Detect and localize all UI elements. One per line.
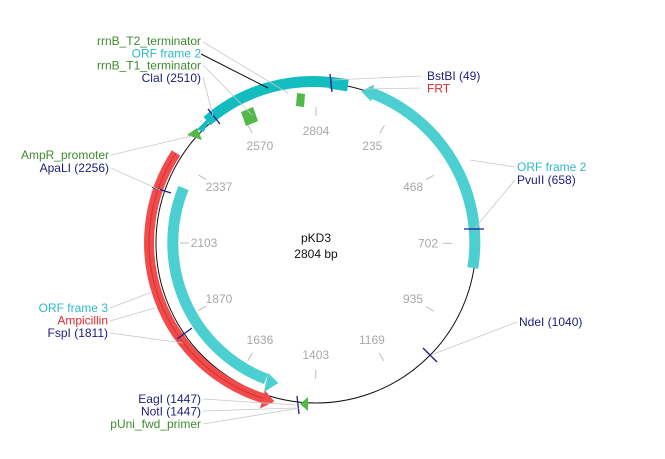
label-eagi-1447[interactable]: EagI (1447) <box>138 392 201 406</box>
label-rrnb-t1-terminator[interactable]: rrnB_T1_terminator <box>97 59 201 73</box>
label-ndei-1040[interactable]: NdeI (1040) <box>519 315 582 329</box>
ampr-promoter-arrow[interactable] <box>187 128 202 140</box>
tick-label: 1870 <box>206 292 233 306</box>
orf-frame3-arrowhead <box>264 373 279 392</box>
plasmid-length: 2804 bp <box>294 247 338 261</box>
label-orf-frame-2[interactable]: ORF frame 2 <box>132 46 202 60</box>
tick-label: 1169 <box>359 333 385 347</box>
eagi-noti-mark[interactable] <box>296 395 300 415</box>
leader-lines <box>109 41 518 425</box>
ampicillin-arrowhead <box>260 390 275 409</box>
bstbi-mark[interactable] <box>329 73 333 93</box>
orf-frame3-arc[interactable] <box>167 185 268 385</box>
tick-label: 2337 <box>206 180 233 194</box>
tick-label: 1403 <box>302 348 329 362</box>
tick-label: 235 <box>362 139 382 153</box>
label-pvuii-658[interactable]: PvuII (658) <box>517 173 576 187</box>
label-orf-frame-3[interactable]: ORF frame 3 <box>39 301 109 315</box>
clai-mark[interactable] <box>207 108 221 125</box>
rrnb-t2-terminator-block[interactable] <box>296 93 305 107</box>
label-rrnb-t2-terminator[interactable]: rrnB_T2_terminator <box>97 34 201 48</box>
orf-frame2-right-arc[interactable] <box>369 87 481 269</box>
label-puni-fwd-primer[interactable]: pUni_fwd_primer <box>110 417 201 431</box>
ampicillin-arc-edge <box>148 152 265 399</box>
tick-mark <box>425 174 435 181</box>
plasmid-name: pKD3 <box>301 231 331 245</box>
tick-label: 2804 <box>303 124 330 138</box>
orf-frame2-outer-arrowhead <box>196 113 213 132</box>
orf-frame2-outer-arc[interactable] <box>203 76 341 126</box>
orf-frame2-outer-tail <box>329 76 349 92</box>
tick-label: 468 <box>403 180 423 194</box>
tick-mark <box>247 352 253 361</box>
tick-mark <box>197 305 207 312</box>
tick-label: 702 <box>418 236 438 250</box>
tick-mark <box>378 352 385 362</box>
label-orf-frame-2[interactable]: ORF frame 2 <box>517 160 587 174</box>
fspi-mark[interactable] <box>176 327 193 340</box>
label-ampicillin[interactable]: Ampicillin <box>57 314 108 328</box>
tick-label: 935 <box>403 292 423 306</box>
tick-label: 2570 <box>247 139 274 153</box>
label-bstbi-49[interactable]: BstBI (49) <box>427 69 480 83</box>
label-fspi-1811[interactable]: FspI (1811) <box>48 326 108 340</box>
label-ampr-promoter[interactable]: AmpR_promoter <box>21 148 109 162</box>
tick-label: 1636 <box>247 333 274 347</box>
label-frt[interactable]: FRT <box>427 81 451 95</box>
tick-marks: 235 468 702 935 1169 1403 1636 1870 2103 2337 2570… <box>180 107 452 379</box>
tick-mark <box>198 174 207 180</box>
ndei-mark[interactable] <box>422 347 438 363</box>
rrnb-t2-leader <box>200 53 269 89</box>
label-clai-2510[interactable]: ClaI (2510) <box>142 71 201 85</box>
tick-mark <box>425 306 434 312</box>
rrnb-t1-terminator-block[interactable] <box>241 107 258 126</box>
tick-mark <box>247 125 253 134</box>
tick-mark <box>379 125 385 134</box>
tick-label: 2103 <box>191 236 218 250</box>
label-noti-1447[interactable]: NotI (1447) <box>141 405 201 419</box>
enzyme-marks <box>151 73 484 415</box>
label-apali-2256[interactable]: ApaLI (2256) <box>40 161 109 175</box>
puni-fwd-primer-arrow[interactable] <box>300 397 308 411</box>
